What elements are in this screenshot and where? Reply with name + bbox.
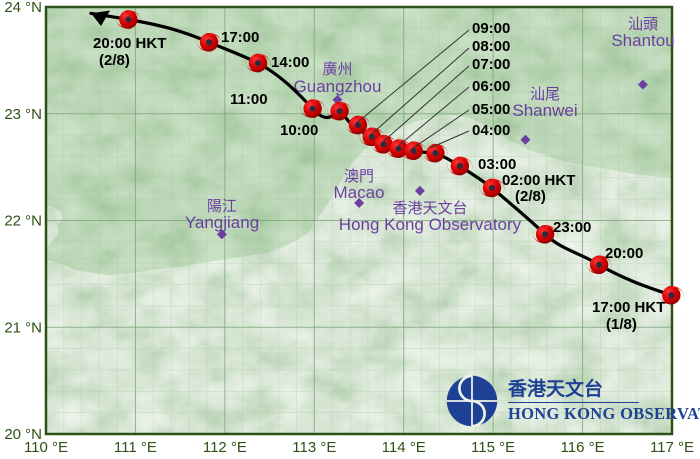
svg-text:17:00 HKT: 17:00 HKT: [592, 299, 665, 316]
svg-text:HONG KONG OBSERVATORY: HONG KONG OBSERVATORY: [508, 404, 700, 423]
svg-text:02:00 HKT: 02:00 HKT: [502, 172, 575, 189]
svg-text:20:00 HKT: 20:00 HKT: [93, 35, 166, 52]
svg-text:08:00: 08:00: [472, 38, 510, 55]
svg-text:(2/8): (2/8): [515, 188, 546, 205]
svg-text:07:00: 07:00: [472, 56, 510, 73]
svg-text:(2/8): (2/8): [99, 52, 130, 69]
svg-text:(1/8): (1/8): [606, 316, 637, 333]
svg-text:03:00: 03:00: [478, 156, 516, 173]
svg-text:11:00: 11:00: [230, 91, 268, 108]
svg-text:20:00: 20:00: [605, 245, 643, 262]
svg-text:香港天文台: 香港天文台: [507, 377, 603, 400]
svg-text:14:00: 14:00: [271, 54, 309, 71]
svg-text:17:00: 17:00: [221, 29, 259, 46]
svg-text:23:00: 23:00: [553, 219, 591, 236]
svg-text:10:00: 10:00: [280, 122, 318, 139]
svg-text:06:00: 06:00: [472, 78, 510, 95]
svg-text:05:00: 05:00: [472, 101, 510, 118]
svg-text:04:00: 04:00: [472, 122, 510, 139]
svg-text:09:00: 09:00: [472, 20, 510, 37]
